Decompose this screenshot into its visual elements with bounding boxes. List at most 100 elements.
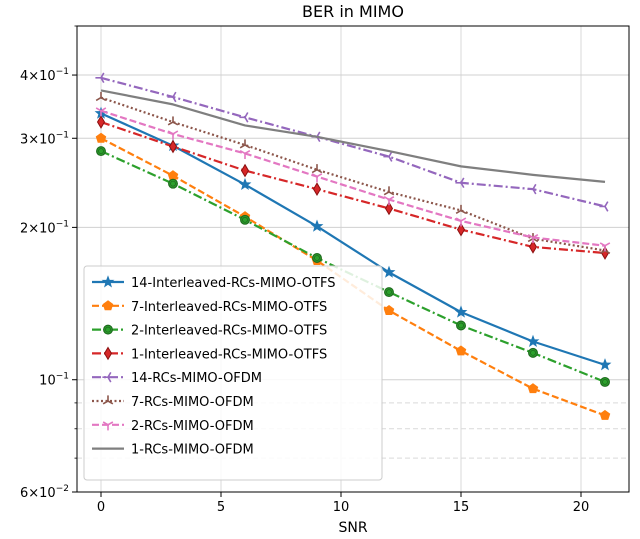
legend-label: 14-Interleaved-RCs-MIMO-OTFS xyxy=(131,276,335,291)
data-marker xyxy=(244,116,249,123)
y-tick-label: 4×10−1 xyxy=(20,67,69,84)
data-marker xyxy=(239,144,246,149)
data-marker xyxy=(455,345,467,356)
data-marker xyxy=(167,170,179,181)
data-marker-ring xyxy=(458,322,464,329)
data-marker xyxy=(454,305,468,318)
data-marker xyxy=(598,358,612,371)
data-marker-ring xyxy=(105,326,111,333)
data-marker xyxy=(528,347,538,358)
data-marker xyxy=(103,346,113,361)
data-marker xyxy=(96,115,106,129)
x-axis-label: SNR xyxy=(338,520,367,536)
data-marker xyxy=(102,400,109,405)
legend-item: 14-Interleaved-RCs-MIMO-OTFS xyxy=(92,275,335,291)
data-marker xyxy=(95,96,102,102)
data-marker xyxy=(532,188,537,195)
data-marker xyxy=(455,217,462,222)
data-marker xyxy=(107,376,112,383)
data-marker xyxy=(532,237,539,243)
data-marker xyxy=(388,156,393,162)
data-marker xyxy=(172,91,177,98)
data-marker xyxy=(455,209,462,214)
data-marker xyxy=(384,287,394,298)
series-8 xyxy=(100,89,606,183)
series-4 xyxy=(96,115,610,260)
data-marker xyxy=(311,169,318,174)
data-marker xyxy=(95,107,102,112)
legend-label: 7-RCs-MIMO-OFDM xyxy=(131,395,254,410)
data-marker xyxy=(532,234,539,239)
data-marker-ring xyxy=(314,255,320,261)
data-marker xyxy=(102,300,114,311)
legend-label: 1-RCs-MIMO-OFDM xyxy=(131,443,254,458)
series-line xyxy=(100,112,606,366)
x-tick-label: 5 xyxy=(217,500,225,515)
data-marker xyxy=(316,169,323,174)
data-marker xyxy=(102,421,109,426)
legend-item: 2-RCs-MIMO-OFDM xyxy=(92,419,254,434)
data-marker xyxy=(244,112,249,118)
data-marker xyxy=(384,201,394,216)
data-marker xyxy=(382,265,396,278)
data-marker xyxy=(168,139,178,154)
data-marker-ring xyxy=(170,180,176,187)
data-marker-ring xyxy=(242,216,248,223)
axis-layer: 0 5 10 15 20 6×10−2 10−1 2×10−1 3×10−1 4×10−1 xyxy=(20,25,590,515)
data-marker xyxy=(100,77,105,84)
data-marker xyxy=(172,121,179,126)
data-marker xyxy=(168,178,178,189)
data-marker xyxy=(388,196,395,201)
x-tick-label: 20 xyxy=(573,500,590,515)
data-marker xyxy=(599,409,611,420)
x-tick-label: 0 xyxy=(97,500,105,515)
data-marker xyxy=(456,222,466,237)
data-marker xyxy=(388,191,395,196)
x-tick-label: 15 xyxy=(453,500,470,515)
legend-label: 2-RCs-MIMO-OFDM xyxy=(131,419,254,434)
y-tick-label: 2×10−1 xyxy=(20,219,69,236)
legend: 14-Interleaved-RCs-MIMO-OTFS 7-Interleave… xyxy=(83,265,383,481)
data-marker-ring xyxy=(530,349,536,356)
data-marker xyxy=(244,149,251,155)
legend-item: 14-RCs-MIMO-OFDM xyxy=(92,371,262,386)
data-marker xyxy=(383,305,395,316)
data-marker xyxy=(383,191,390,196)
data-marker xyxy=(310,219,324,232)
series-line xyxy=(100,109,606,247)
data-marker xyxy=(95,132,107,143)
data-marker xyxy=(103,324,113,335)
series-7 xyxy=(95,107,611,252)
data-marker xyxy=(107,400,114,405)
series-line xyxy=(100,89,606,183)
data-marker xyxy=(96,146,106,157)
data-marker xyxy=(532,183,537,190)
y-tick-label: 10−1 xyxy=(39,372,69,389)
y-tick-label: 3×10−1 xyxy=(20,130,69,147)
data-marker xyxy=(528,240,538,254)
data-marker xyxy=(167,121,174,126)
data-marker xyxy=(238,177,252,191)
data-marker xyxy=(100,96,107,102)
data-marker xyxy=(460,177,465,184)
series-line xyxy=(100,96,606,252)
legend-item: 7-RCs-MIMO-OFDM xyxy=(92,395,254,410)
data-marker xyxy=(604,201,609,207)
legend-item: 1-RCs-MIMO-OFDM xyxy=(92,443,254,458)
series-line xyxy=(100,76,606,208)
data-marker xyxy=(172,130,179,135)
legend-item: 2-Interleaved-RCs-MIMO-OTFS xyxy=(92,324,327,339)
data-marker xyxy=(240,214,250,225)
data-marker xyxy=(527,237,534,243)
series-line xyxy=(100,120,606,255)
data-marker xyxy=(460,182,465,189)
data-marker xyxy=(107,421,114,426)
data-marker xyxy=(240,163,250,178)
data-marker xyxy=(312,253,322,263)
data-marker xyxy=(460,209,467,214)
chart-title: BER in MIMO xyxy=(302,2,404,21)
legend-item: 7-Interleaved-RCs-MIMO-OTFS xyxy=(92,300,327,315)
data-marker xyxy=(460,217,467,222)
data-marker xyxy=(599,242,606,247)
